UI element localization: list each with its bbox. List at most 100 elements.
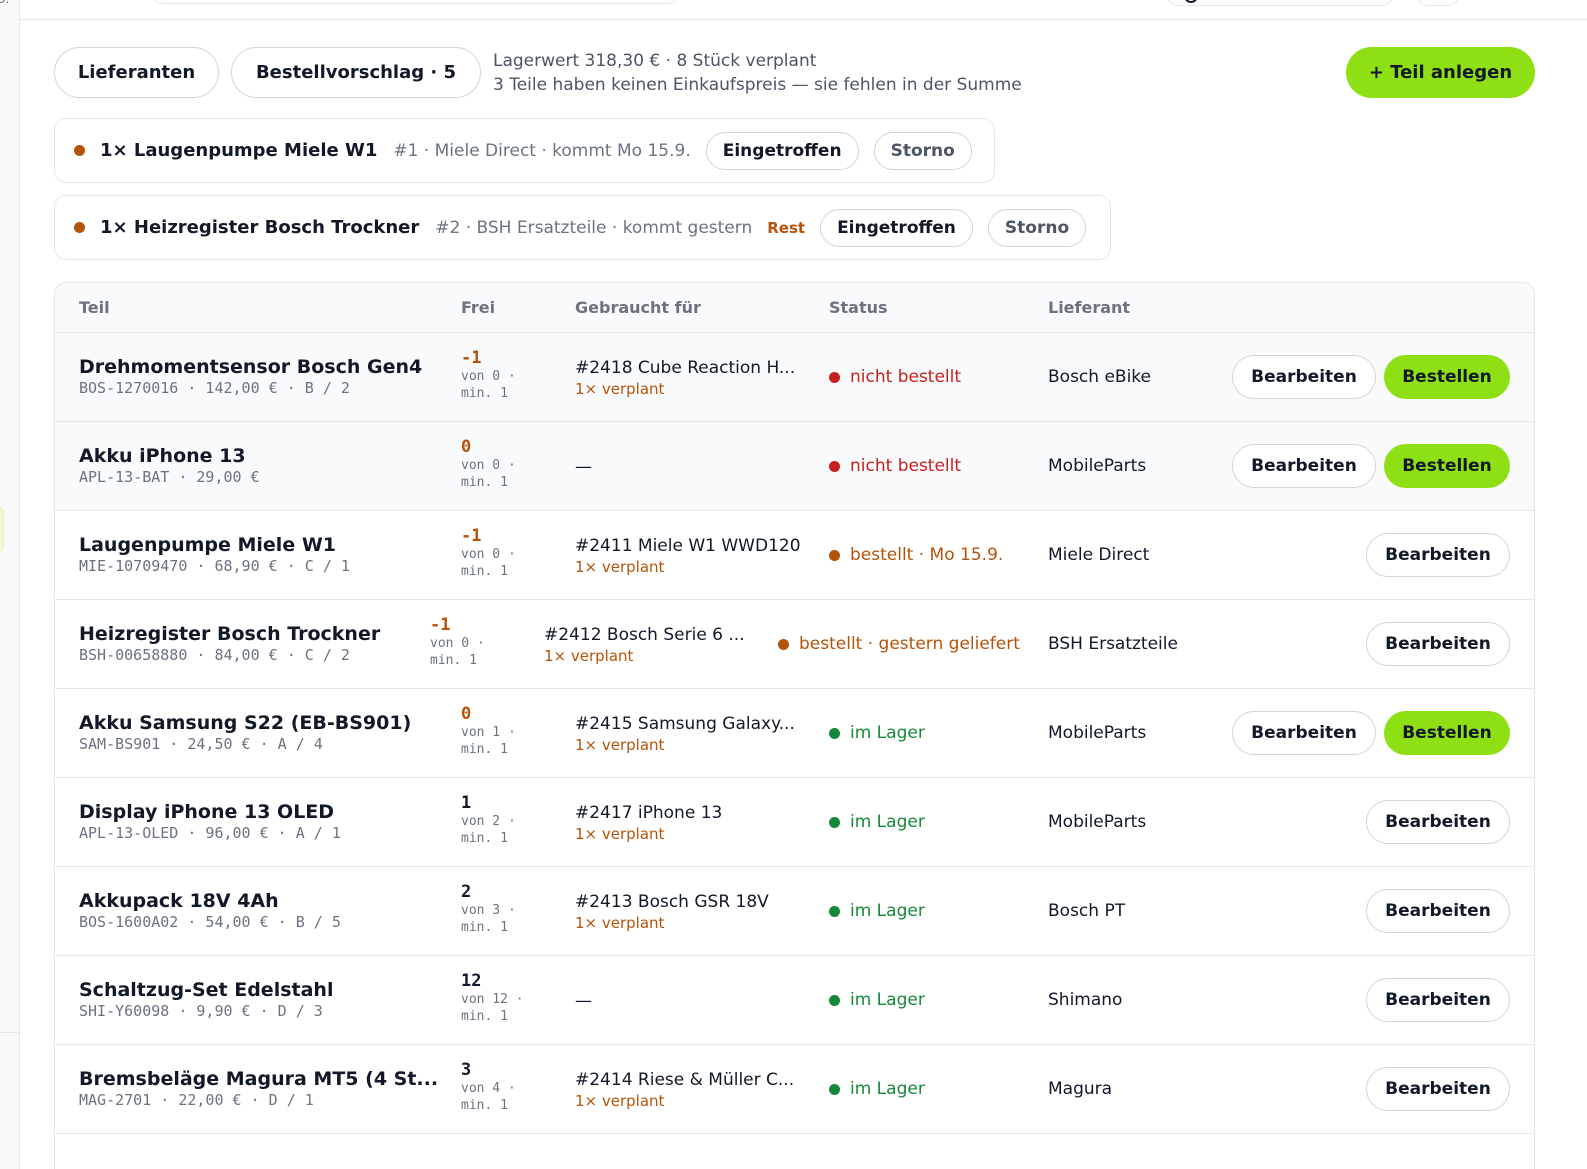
edit-button[interactable]: Bearbeiten (1366, 533, 1510, 577)
free-total: von 0 · (430, 636, 485, 651)
free-total: von 12 · (461, 992, 524, 1007)
part-name[interactable]: Display iPhone 13 OLED (79, 801, 335, 823)
top-bar (20, 0, 1587, 20)
status-label: im Lager (850, 901, 925, 921)
suppliers-button[interactable]: Lieferanten (54, 47, 219, 98)
pending-order-card: 1× Laugenpumpe Miele W1 #1 · Miele Direc… (54, 118, 995, 183)
search-input[interactable] (150, 0, 680, 4)
part-meta: BSH-00658880 · 84,00 € · C / 2 (79, 646, 350, 664)
table-row[interactable]: Heizregister Bosch Trockner BSH-00658880 … (55, 600, 1534, 689)
table-row[interactable]: Akku Samsung S22 (EB-BS901) SAM-BS901 · 2… (55, 689, 1534, 778)
edit-button[interactable]: Bearbeiten (1232, 444, 1376, 488)
header-part[interactable]: Teil (79, 298, 110, 317)
part-name[interactable]: Heizregister Bosch Trockner (79, 623, 381, 645)
sidebar-fragment-text: 9. (0, 0, 9, 6)
part-meta: MAG-2701 · 22,00 € · D / 1 (79, 1091, 314, 1109)
free-minimum: min. 1 (461, 742, 508, 757)
table-row[interactable]: Bremsbeläge Magura MT5 (4 St... MAG-2701 … (55, 1045, 1534, 1134)
order-suggestion-button[interactable]: Bestellvorschlag · 5 (231, 47, 481, 98)
free-quantity: 0 (461, 437, 472, 457)
part-name[interactable]: Drehmomentsensor Bosch Gen4 (79, 356, 423, 378)
part-name[interactable]: Schaltzug-Set Edelstahl (79, 979, 334, 1001)
status-dot (829, 371, 840, 383)
pending-order-meta: #1 · Miele Direct · kommt Mo 15.9. (393, 140, 691, 161)
edit-button[interactable]: Bearbeiten (1366, 978, 1510, 1022)
free-cell: -1 von 0 · min. 1 (430, 615, 485, 669)
table-row[interactable]: Akku iPhone 13 APL-13-BAT · 29,00 € 0 von 0… (55, 422, 1534, 511)
free-cell: 0 von 0 · min. 1 (461, 437, 516, 491)
part-name[interactable]: Akkupack 18V 4Ah (79, 890, 279, 912)
job-link[interactable]: #2417 iPhone 13 (575, 803, 723, 823)
status-dot (778, 638, 789, 650)
location-select[interactable] (1165, 0, 1395, 6)
edit-button[interactable]: Bearbeiten (1366, 889, 1510, 933)
free-cell: 3 von 4 · min. 1 (461, 1060, 516, 1114)
table-row[interactable]: Display iPhone 13 OLED APL-13-OLED · 96,0… (55, 778, 1534, 867)
free-minimum: min. 1 (461, 1098, 508, 1113)
part-meta: MIE-10709470 · 68,90 € · C / 1 (79, 557, 350, 575)
edit-button[interactable]: Bearbeiten (1232, 355, 1376, 399)
order-button[interactable]: Bestellen (1384, 711, 1510, 755)
used-for-cell: #2418 Cube Reaction H... 1× verplant (575, 357, 813, 399)
used-for-cell: #2413 Bosch GSR 18V 1× verplant (575, 891, 813, 933)
part-cell: Akkupack 18V 4Ah BOS-1600A02 · 54,00 € · … (79, 890, 449, 932)
status-label: bestellt · Mo 15.9. (850, 545, 1004, 565)
rest-badge: Rest (767, 218, 806, 237)
user-menu-button[interactable] (1415, 0, 1461, 6)
sidebar-active-indicator[interactable] (0, 506, 4, 552)
table-row[interactable]: Drehmomentsensor Bosch Gen4 BOS-1270016 ·… (55, 333, 1534, 422)
header-status[interactable]: Status (829, 298, 888, 317)
status-cell: bestellt · Mo 15.9. (829, 545, 1003, 565)
header-supplier[interactable]: Lieferant (1048, 298, 1131, 317)
status-label: bestellt · gestern geliefert (799, 634, 1020, 654)
supplier-name: Shimano (1048, 990, 1123, 1010)
job-link[interactable]: #2415 Samsung Galaxy... (575, 714, 795, 734)
job-link[interactable]: #2412 Bosch Serie 6 ... (544, 625, 745, 645)
used-for-cell: #2417 iPhone 13 1× verplant (575, 802, 813, 844)
edit-button[interactable]: Bearbeiten (1366, 800, 1510, 844)
empty-dash: — (575, 991, 592, 1011)
job-link[interactable]: #2418 Cube Reaction H... (575, 358, 796, 378)
planned-count: 1× verplant (575, 914, 665, 932)
part-cell: Akku Samsung S22 (EB-BS901) SAM-BS901 · 2… (79, 712, 449, 754)
supplier-name: BSH Ersatzteile (1048, 634, 1178, 654)
part-name[interactable]: Akku Samsung S22 (EB-BS901) (79, 712, 412, 734)
free-minimum: min. 1 (461, 475, 508, 490)
job-link[interactable]: #2414 Riese & Müller C... (575, 1070, 795, 1090)
status-label: im Lager (850, 1079, 925, 1099)
part-name[interactable]: Bremsbeläge Magura MT5 (4 St... (79, 1068, 439, 1090)
table-row[interactable] (55, 1134, 1534, 1169)
supplier-name: Miele Direct (1048, 545, 1150, 565)
table-row[interactable]: Akkupack 18V 4Ah BOS-1600A02 · 54,00 € · … (55, 867, 1534, 956)
sidebar-divider (0, 1032, 19, 1033)
cancel-order-button[interactable]: Storno (987, 208, 1087, 247)
arrived-button[interactable]: Eingetroffen (705, 131, 859, 170)
table-row[interactable]: Schaltzug-Set Edelstahl SHI-Y60098 · 9,90… (55, 956, 1534, 1045)
arrived-button[interactable]: Eingetroffen (820, 208, 973, 247)
order-button[interactable]: Bestellen (1384, 444, 1510, 488)
job-link[interactable]: #2411 Miele W1 WWD120 (575, 536, 801, 556)
status-cell: im Lager (829, 901, 925, 921)
add-part-button[interactable]: + Teil anlegen (1346, 47, 1535, 98)
used-for-cell: #2411 Miele W1 WWD120 1× verplant (575, 535, 813, 577)
part-name[interactable]: Laugenpumpe Miele W1 (79, 534, 336, 556)
free-quantity: 1 (461, 793, 472, 813)
status-dot (829, 816, 840, 828)
part-name[interactable]: Akku iPhone 13 (79, 445, 246, 467)
edit-button[interactable]: Bearbeiten (1366, 1067, 1510, 1111)
order-button[interactable]: Bestellen (1384, 355, 1510, 399)
edit-button[interactable]: Bearbeiten (1366, 622, 1510, 666)
header-free[interactable]: Frei (461, 298, 496, 317)
header-used-for[interactable]: Gebraucht für (575, 298, 701, 317)
free-cell: -1 von 0 · min. 1 (461, 526, 516, 580)
supplier-name: MobileParts (1048, 723, 1147, 743)
job-link[interactable]: #2413 Bosch GSR 18V (575, 892, 769, 912)
part-cell: Laugenpumpe Miele W1 MIE-10709470 · 68,90… (79, 534, 449, 576)
edit-button[interactable]: Bearbeiten (1232, 711, 1376, 755)
planned-count: 1× verplant (575, 825, 665, 843)
cancel-order-button[interactable]: Storno (873, 131, 972, 170)
supplier-name: Bosch PT (1048, 901, 1126, 921)
free-quantity: -1 (430, 615, 451, 635)
free-minimum: min. 1 (461, 386, 508, 401)
table-row[interactable]: Laugenpumpe Miele W1 MIE-10709470 · 68,90… (55, 511, 1534, 600)
